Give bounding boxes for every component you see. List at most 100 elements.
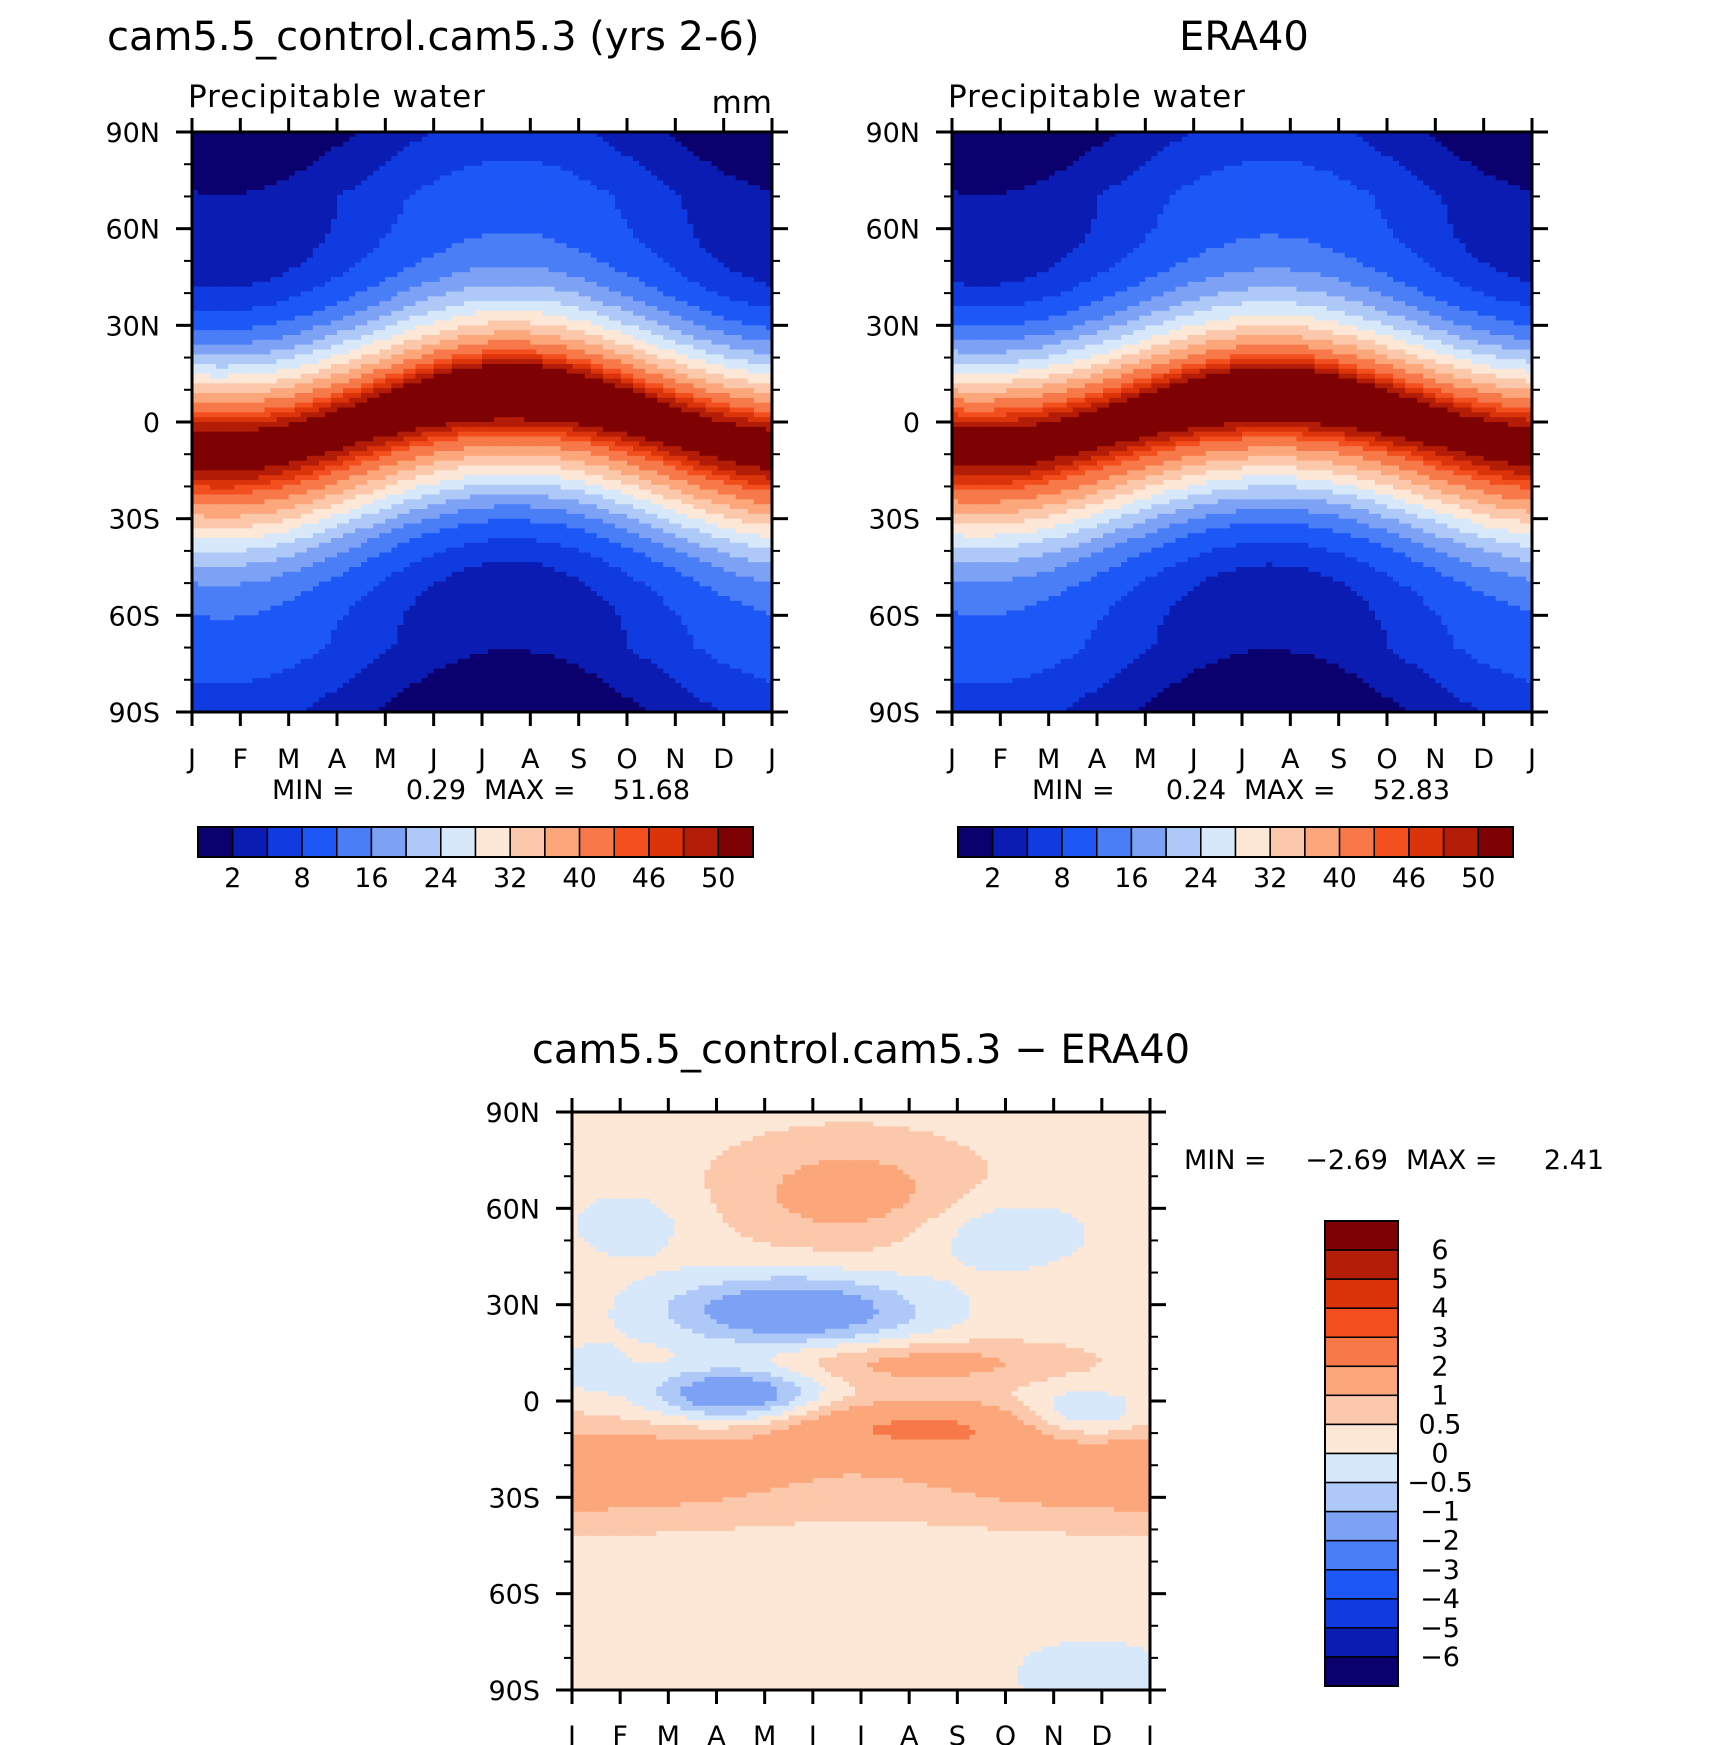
field-cell [457, 373, 465, 380]
field-cell [596, 248, 604, 254]
field-cell [264, 185, 272, 191]
field-cell [379, 238, 386, 244]
field-cell [312, 272, 320, 278]
field-cell [373, 325, 380, 331]
field-cell [560, 194, 568, 201]
field-cell [596, 359, 604, 365]
field-cell [530, 233, 537, 239]
field-cell [385, 310, 392, 317]
field-cell [512, 170, 519, 177]
field-cell [288, 252, 296, 259]
field-cell [475, 165, 483, 172]
field-cell [482, 277, 489, 283]
field-cell [620, 136, 628, 143]
field-cell [584, 233, 592, 239]
field-cell [282, 378, 290, 384]
field-cell [288, 272, 296, 278]
field-cell [330, 310, 338, 317]
field-cell [614, 373, 622, 380]
field-cell [270, 238, 278, 244]
field-cell [433, 165, 441, 172]
field-cell [536, 233, 544, 239]
field-cell [385, 378, 392, 384]
field-cell [735, 252, 743, 259]
field-cell [681, 233, 689, 239]
field-cell [530, 170, 537, 177]
field-cell [246, 354, 254, 360]
field-cell [324, 257, 332, 264]
field-cell [645, 301, 652, 307]
field-cell [330, 301, 338, 307]
field-cell [753, 190, 761, 196]
field-cell [349, 257, 356, 264]
field-cell [669, 136, 676, 143]
field-cell [524, 141, 531, 148]
field-cell [270, 325, 278, 331]
field-cell [216, 330, 223, 336]
field-cell [324, 296, 332, 302]
field-cell [361, 339, 368, 346]
field-cell [494, 146, 501, 152]
field-cell [397, 301, 405, 307]
field-cell [457, 136, 465, 143]
field-cell [512, 291, 519, 297]
field-cell [554, 185, 562, 191]
field-cell [711, 330, 719, 336]
field-cell [433, 156, 441, 162]
field-cell [554, 277, 562, 283]
field-cell [294, 165, 302, 172]
field-cell [651, 277, 658, 283]
field-cell [542, 325, 550, 331]
field-cell [216, 277, 223, 283]
field-cell [469, 180, 477, 186]
field-cell [463, 267, 471, 273]
field-cell [469, 330, 477, 336]
field-cell [463, 368, 471, 375]
field-cell [620, 291, 628, 297]
field-cell [324, 325, 332, 331]
field-cell [620, 175, 628, 181]
field-cell [693, 141, 701, 148]
field-cell [192, 233, 199, 239]
field-cell [747, 243, 755, 249]
field-cell [548, 228, 556, 235]
field-cell [415, 325, 423, 331]
field-cell [204, 296, 211, 302]
field-cell [759, 306, 767, 312]
field-cell [475, 301, 483, 307]
field-cell [403, 364, 411, 370]
field-cell [421, 373, 429, 380]
field-cell [500, 165, 507, 172]
field-cell [264, 194, 272, 201]
field-cell [645, 132, 652, 138]
field-cell [572, 257, 580, 264]
field-cell [234, 359, 241, 365]
field-cell [530, 315, 537, 322]
field-cell [270, 272, 278, 278]
field-cell [330, 315, 338, 322]
field-cell [288, 243, 296, 249]
field-cell [234, 243, 241, 249]
field-cell [536, 132, 544, 138]
field-cell [627, 364, 634, 370]
field-cell [645, 277, 652, 283]
field-cell [204, 185, 211, 191]
field-cell [542, 272, 550, 278]
field-cell [608, 296, 616, 302]
field-cell [614, 267, 622, 273]
field-cell [234, 373, 241, 380]
field-cell [639, 223, 646, 230]
field-cell [500, 252, 507, 259]
field-cell [288, 170, 296, 177]
field-cell [361, 223, 368, 230]
field-cell [536, 354, 544, 360]
field-cell [361, 204, 368, 210]
field-cell [729, 320, 737, 326]
field-cell [409, 190, 417, 196]
field-cell [439, 248, 447, 254]
field-cell [469, 335, 477, 341]
field-cell [252, 233, 260, 239]
field-cell [554, 315, 562, 322]
field-cell [608, 132, 616, 138]
field-cell [391, 267, 399, 273]
